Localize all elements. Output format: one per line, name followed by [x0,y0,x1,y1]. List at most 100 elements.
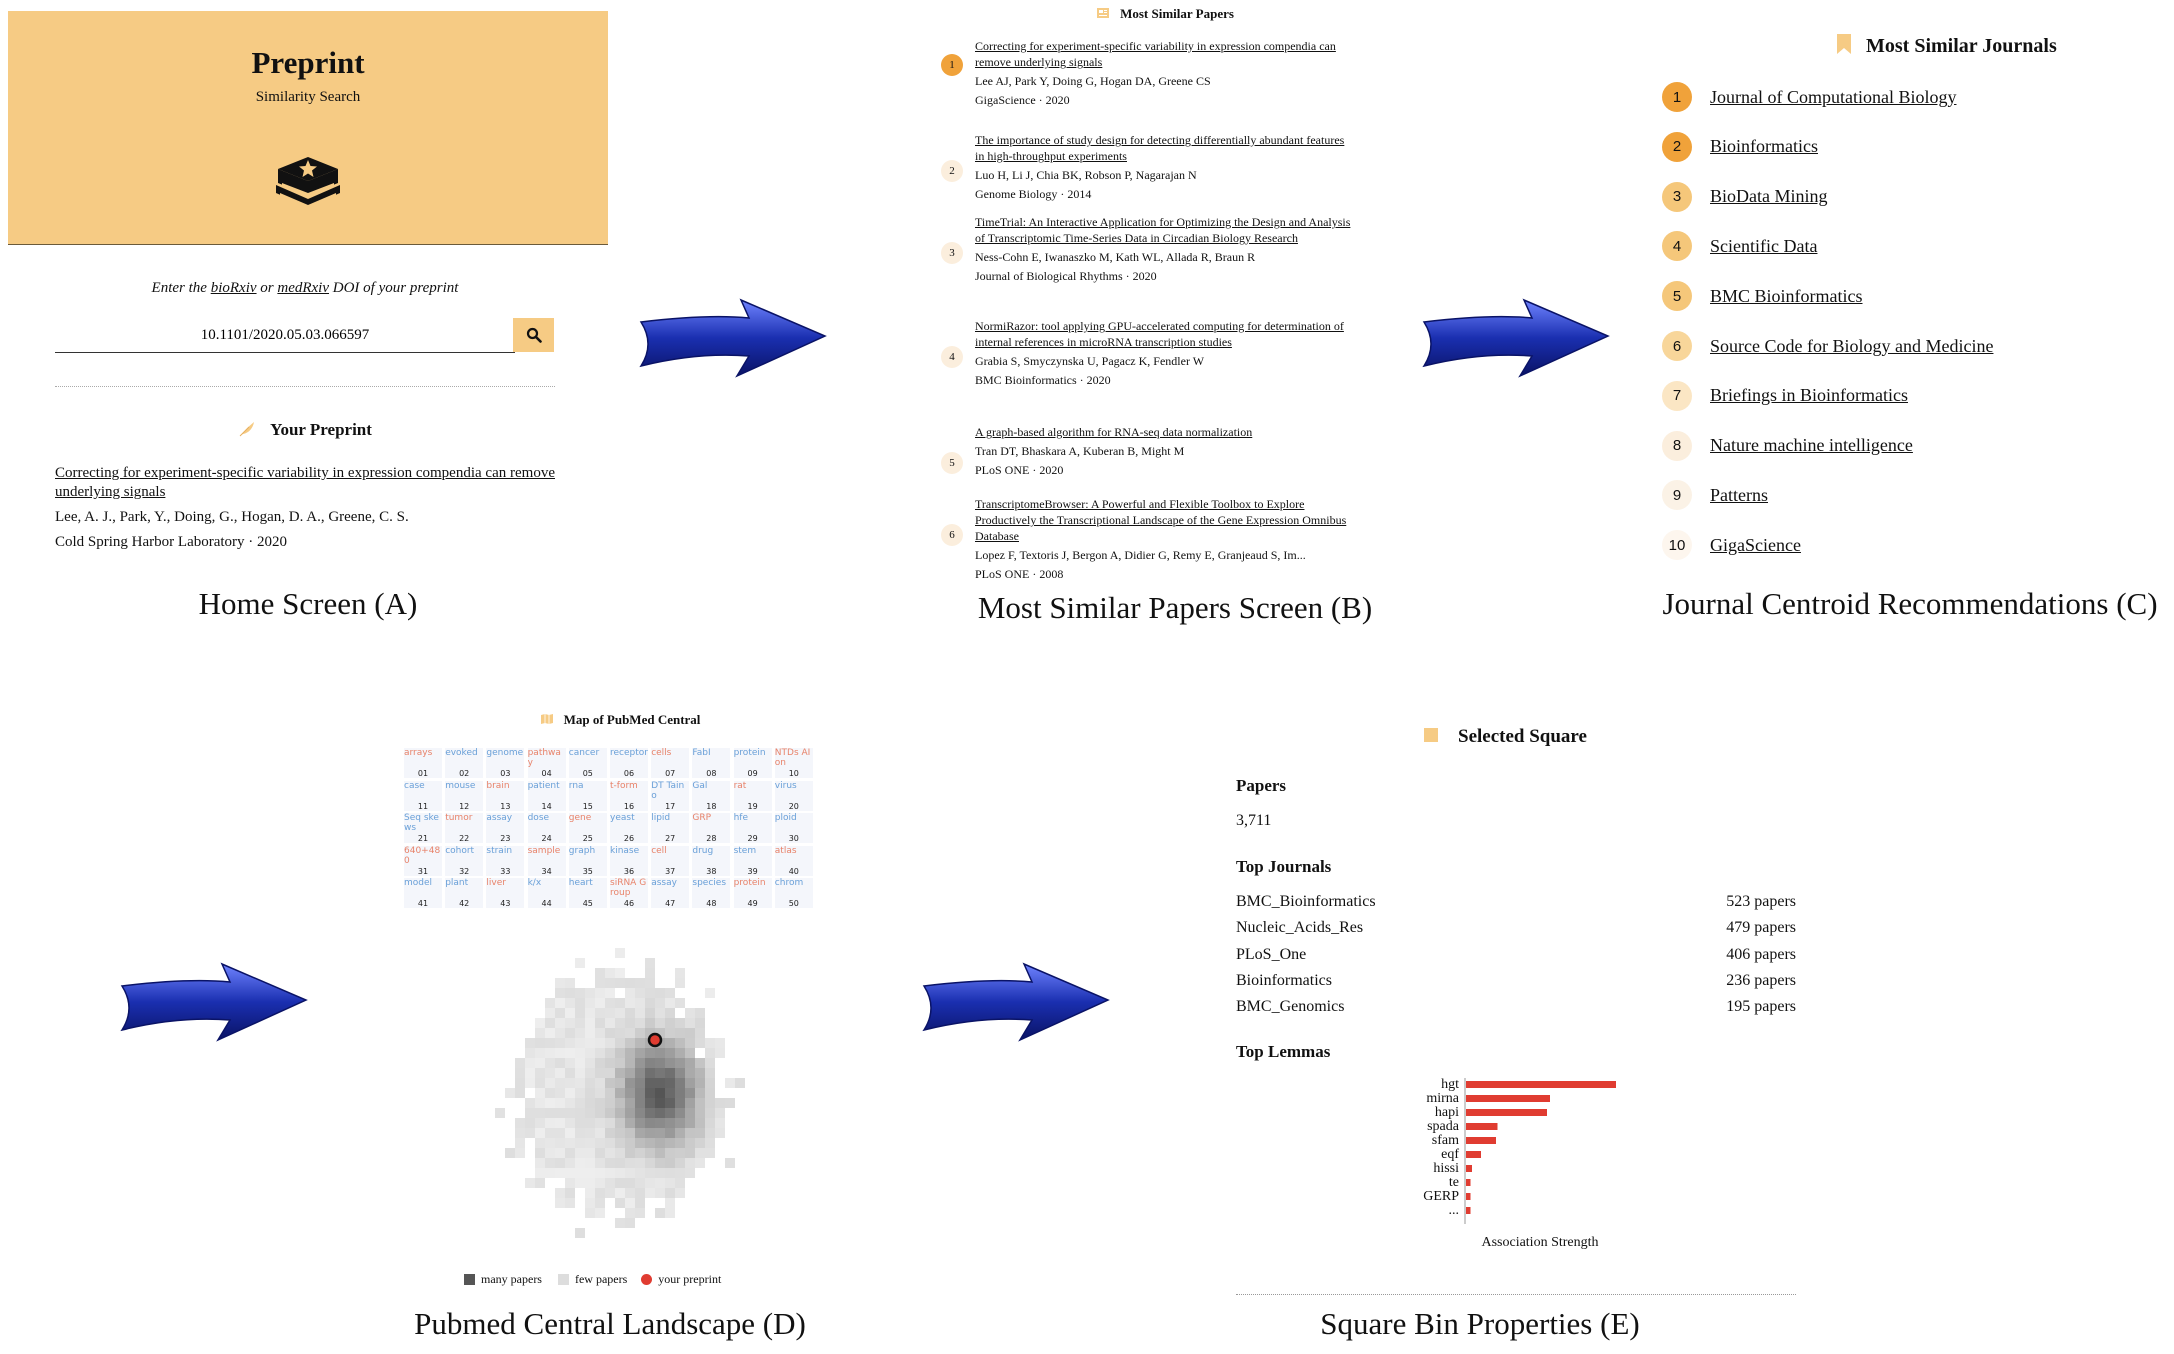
topic-tile[interactable]: patient 14 [527,780,566,811]
topic-tile[interactable]: graph 35 [568,845,607,876]
paper-title-link[interactable]: TranscriptomeBrowser: A Powerful and Fle… [975,497,1347,543]
doi-prompt-mid: or [256,280,278,296]
topic-tile[interactable]: dose 24 [527,813,566,843]
topic-tile[interactable]: siRNA Group 46 [610,878,648,908]
journal-link[interactable]: BioData Mining [1710,186,1828,207]
tile-number: 49 [747,899,758,908]
biorxiv-link[interactable]: bioRxiv [210,280,257,296]
topic-tile[interactable]: virus 20 [774,780,813,811]
journal-item[interactable]: 1 Journal of Computational Biology [1662,80,1956,114]
topic-tile[interactable]: hfe 29 [733,813,772,843]
topic-tile[interactable]: pathway 04 [527,748,566,778]
topic-tile[interactable]: DT Taino 17 [651,780,690,811]
journal-item[interactable]: 8 Nature machine intelligence [1662,429,1913,463]
medrxiv-link[interactable]: medRxiv [277,280,330,296]
topic-tile[interactable]: chrom 50 [774,878,813,908]
topic-tile[interactable]: GRP 28 [692,813,731,843]
topic-tile[interactable]: gene 25 [568,813,607,843]
journal-link[interactable]: BMC Bioinformatics [1710,285,1863,306]
density-cell [685,1128,695,1138]
topic-tile[interactable]: Gal 18 [692,780,731,811]
topic-tile[interactable]: ploid 30 [774,813,813,843]
topic-tile[interactable]: genome 03 [486,748,525,778]
topic-tile[interactable]: t-form 16 [610,780,648,811]
pubmed-landscape-map[interactable] [455,918,775,1258]
tile-wordcloud: yeast [610,813,635,823]
journal-item[interactable]: 4 Scientific Data [1662,229,1817,263]
topic-tile[interactable]: FabI 08 [692,748,731,778]
journal-link[interactable]: Source Code for Biology and Medicine [1710,335,1994,356]
topic-tile[interactable]: cell 37 [651,845,690,876]
journal-link[interactable]: Nature machine intelligence [1710,435,1913,456]
topic-tile[interactable]: arrays 01 [404,748,442,778]
tile-wordcloud: virus [774,780,797,791]
journal-link[interactable]: Patterns [1710,484,1768,505]
journal-link[interactable]: Journal of Computational Biology [1710,86,1957,107]
topic-tile[interactable]: NTDs AIon 10 [774,748,813,778]
topic-tile[interactable]: assay 23 [486,813,525,843]
doi-input[interactable] [55,318,515,353]
journal-link[interactable]: Scientific Data [1710,235,1818,256]
paper-title-link[interactable]: TimeTrial: An Interactive Application fo… [975,215,1351,245]
density-cell [605,1158,615,1168]
topic-tile[interactable]: case 11 [404,780,442,811]
topic-tile[interactable]: protein 09 [733,748,772,778]
journal-link[interactable]: Briefings in Bioinformatics [1710,385,1908,406]
density-cell [515,1078,525,1088]
density-cell [705,1038,715,1048]
density-cell [615,1028,625,1038]
density-cell [645,1128,655,1138]
topic-tile[interactable]: heart 45 [568,878,607,908]
journal-link[interactable]: Bioinformatics [1710,136,1818,157]
topic-tile[interactable]: 640+480 31 [404,845,442,876]
topic-tile[interactable]: cancer 05 [568,748,607,778]
topic-tile[interactable]: model 41 [404,878,442,908]
paper-title-link[interactable]: The importance of study design for detec… [975,133,1345,163]
journal-item[interactable]: 9 Patterns [1662,478,1768,512]
topic-tile[interactable]: cohort 32 [445,845,484,876]
topic-tile[interactable]: sample 34 [527,845,566,876]
density-cell [635,1058,645,1068]
topic-tile[interactable]: mouse 12 [445,780,484,811]
journal-item[interactable]: 2 Bioinformatics [1662,130,1818,164]
paper-title-link[interactable]: A graph-based algorithm for RNA-seq data… [975,425,1253,439]
paper-title-link[interactable]: NormiRazor: tool applying GPU-accelerate… [975,319,1344,349]
journal-item[interactable]: 5 BMC Bioinformatics [1662,279,1863,313]
topic-tile[interactable]: plant 42 [445,878,484,908]
preprint-title-link[interactable]: Correcting for experiment-specific varia… [55,465,555,500]
topic-tile[interactable]: protein 49 [733,878,772,908]
top-journal-row: PLoS_One 406 papers [1236,946,1796,964]
topic-tile[interactable]: evoked 02 [445,748,484,778]
journal-item[interactable]: 7 Briefings in Bioinformatics [1662,379,1908,413]
search-button[interactable] [513,318,554,352]
topic-tile[interactable]: lipid 27 [651,813,690,843]
topic-tile[interactable]: Seq skews 21 [404,813,442,843]
topic-tile[interactable]: tumor 22 [445,813,484,843]
topic-tile[interactable]: k/x 44 [527,878,566,908]
density-cell [625,1208,635,1218]
journal-item[interactable]: 6 Source Code for Biology and Medicine [1662,329,1993,363]
topic-tile[interactable]: drug 38 [692,845,731,876]
topic-tile[interactable]: yeast 26 [610,813,648,843]
topic-tile[interactable]: brain 13 [486,780,525,811]
topic-tile[interactable]: rna 15 [568,780,607,811]
topic-tile[interactable]: receptor 06 [610,748,648,778]
journal-item[interactable]: 3 BioData Mining [1662,180,1828,214]
topic-tile[interactable]: liver 43 [486,878,525,908]
topic-tile[interactable]: species 48 [692,878,731,908]
topic-tile[interactable]: rat 19 [733,780,772,811]
density-cell [595,1118,605,1128]
density-cell [615,1138,625,1148]
right-arrow-icon [922,962,1110,1042]
topic-tile[interactable]: atlas 40 [774,845,813,876]
topic-tile[interactable]: stem 39 [733,845,772,876]
journal-link[interactable]: GigaScience [1710,534,1801,555]
density-cell [585,1038,595,1048]
topic-tile[interactable]: kinase 36 [610,845,648,876]
density-cell [515,1068,525,1078]
topic-tile[interactable]: cells 07 [651,748,690,778]
topic-tile[interactable]: strain 33 [486,845,525,876]
paper-title-link[interactable]: Correcting for experiment-specific varia… [975,39,1336,69]
journal-item[interactable]: 10 GigaScience [1662,528,1801,562]
topic-tile[interactable]: assay 47 [651,878,690,908]
